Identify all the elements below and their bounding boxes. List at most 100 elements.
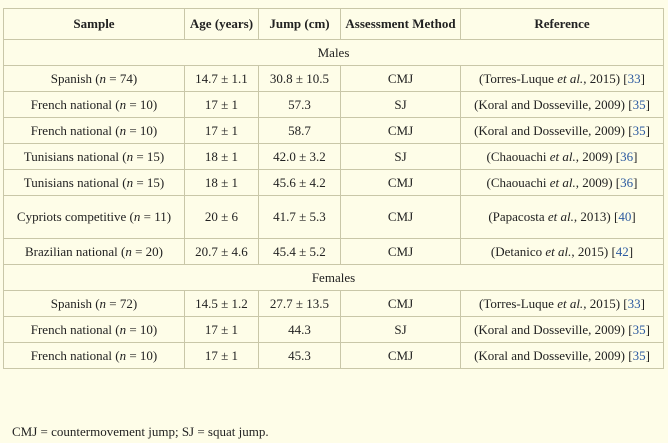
cell-reference: (Papacosta et al., 2013) [40]: [460, 195, 664, 239]
table-row: Tunisians national (n = 15) 18 ± 1 45.6 ± …: [3, 169, 664, 196]
sample-n: n: [126, 148, 134, 164]
sample-n: n: [99, 295, 107, 311]
ref-text: (Torres-Luque: [479, 295, 558, 311]
table-body: Males Spanish (n = 74) 14.7 ± 1.1 30.8 ± 10…: [3, 39, 664, 369]
cell-reference: (Koral and Dosseville, 2009) [35]: [460, 316, 664, 343]
sample-count: = 10): [126, 321, 158, 337]
reference-link[interactable]: 36: [620, 148, 634, 164]
sample-n: n: [133, 209, 141, 224]
sample-n: n: [119, 321, 127, 337]
cell-sample: French national (n = 10): [3, 117, 185, 144]
reference-link[interactable]: 33: [627, 70, 641, 86]
ref-bracket: ]: [640, 295, 645, 311]
section-row: Females: [3, 264, 664, 291]
ref-etal: et al.: [545, 243, 572, 259]
cell-sample: Spanish (n = 74): [3, 65, 185, 92]
cell-method: SJ: [340, 316, 461, 343]
sample-text: French national (: [30, 122, 120, 138]
cell-jump: 45.4 ± 5.2: [258, 238, 341, 265]
ref-etal: et al.: [549, 174, 576, 190]
reference-link[interactable]: 35: [632, 347, 646, 363]
cell-jump: 30.8 ± 10.5: [258, 65, 341, 92]
sample-text: French national (: [30, 321, 120, 337]
sample-text: Tunisians national (: [23, 174, 127, 190]
ref-etal: et al.: [557, 295, 584, 311]
reference-link[interactable]: 36: [620, 174, 634, 190]
section-label: Males: [3, 39, 664, 66]
table-row: French national (n = 10) 17 ± 1 44.3 SJ (Kor…: [3, 316, 664, 343]
sample-n: n: [126, 174, 134, 190]
section-label: Females: [3, 264, 664, 291]
reference-link[interactable]: 35: [632, 96, 646, 112]
cell-sample: French national (n = 10): [3, 342, 185, 369]
ref-year: , 2015) [: [571, 243, 616, 259]
reference-link[interactable]: 35: [632, 321, 646, 337]
cell-jump: 45.3: [258, 342, 341, 369]
cell-jump: 42.0 ± 3.2: [258, 143, 341, 170]
reference-link[interactable]: 40: [618, 209, 632, 224]
ref-bracket: ]: [631, 209, 636, 224]
reference-link[interactable]: 42: [615, 243, 629, 259]
sample-count: = 11): [140, 209, 172, 224]
reference-link[interactable]: 33: [627, 295, 641, 311]
ref-bracket: ]: [645, 347, 650, 363]
cell-reference: (Chaouachi et al., 2009) [36]: [460, 169, 664, 196]
cell-method: CMJ: [340, 195, 461, 239]
sample-text: French national (: [30, 347, 120, 363]
cell-reference: (Koral and Dosseville, 2009) [35]: [460, 117, 664, 144]
sample-count: = 15): [133, 148, 165, 164]
cell-method: CMJ: [340, 290, 461, 317]
cell-method: SJ: [340, 91, 461, 118]
cell-jump: 27.7 ± 13.5: [258, 290, 341, 317]
cell-reference: (Chaouachi et al., 2009) [36]: [460, 143, 664, 170]
cell-method: CMJ: [340, 169, 461, 196]
header-age: Age (years): [184, 8, 259, 40]
ref-text: (Koral and Dosseville, 2009) [: [474, 347, 633, 363]
reference-link[interactable]: 35: [632, 122, 646, 138]
table-row: French national (n = 10) 17 ± 1 58.7 CMJ (Ko…: [3, 117, 664, 144]
sample-text: Spanish (: [50, 295, 100, 311]
ref-bracket: ]: [645, 96, 650, 112]
sample-count: = 10): [126, 96, 158, 112]
header-reference: Reference: [460, 8, 664, 40]
cell-age: 20.7 ± 4.6: [184, 238, 259, 265]
ref-year: , 2009) [: [575, 174, 621, 190]
ref-bracket: ]: [645, 321, 650, 337]
ref-year: , 2015) [: [583, 295, 628, 311]
sample-text: French national (: [30, 96, 120, 112]
cell-sample: French national (n = 10): [3, 316, 185, 343]
ref-text: (Torres-Luque: [479, 70, 558, 86]
table-row: French national (n = 10) 17 ± 1 45.3 CMJ (Ko…: [3, 342, 664, 369]
cell-age: 18 ± 1: [184, 143, 259, 170]
sample-n: n: [119, 122, 127, 138]
cell-reference: (Torres-Luque et al., 2015) [33]: [460, 65, 664, 92]
cell-jump: 41.7 ± 5.3: [258, 195, 341, 239]
cell-jump: 44.3: [258, 316, 341, 343]
table-footnote: CMJ = countermovement jump; SJ = squat j…: [12, 424, 269, 439]
cell-method: CMJ: [340, 65, 461, 92]
cell-reference: (Koral and Dosseville, 2009) [35]: [460, 342, 664, 369]
sample-text: Brazilian national (: [24, 243, 126, 259]
sample-text: Spanish (: [50, 70, 100, 86]
cell-reference: (Torres-Luque et al., 2015) [33]: [460, 290, 664, 317]
ref-bracket: ]: [633, 174, 638, 190]
jump-height-table: Sample Age (years) Jump (cm) Assessment …: [3, 8, 664, 369]
ref-bracket: ]: [628, 243, 634, 259]
sample-n: n: [99, 70, 107, 86]
cell-age: 17 ± 1: [184, 117, 259, 144]
cell-age: 20 ± 6: [184, 195, 259, 239]
header-jump: Jump (cm): [258, 8, 341, 40]
sample-count: = 20): [131, 243, 164, 259]
cell-jump: 58.7: [258, 117, 341, 144]
sample-count: = 10): [126, 347, 158, 363]
section-row: Males: [3, 39, 664, 66]
header-sample: Sample: [3, 8, 185, 40]
ref-bracket: ]: [645, 122, 650, 138]
ref-year: , 2009) [: [575, 148, 621, 164]
cell-jump: 45.6 ± 4.2: [258, 169, 341, 196]
cell-method: CMJ: [340, 342, 461, 369]
ref-etal: et al.: [557, 70, 584, 86]
cell-age: 17 ± 1: [184, 91, 259, 118]
table-row: Cypriots competitive (n = 11) 20 ± 6 41.7 …: [3, 195, 664, 239]
